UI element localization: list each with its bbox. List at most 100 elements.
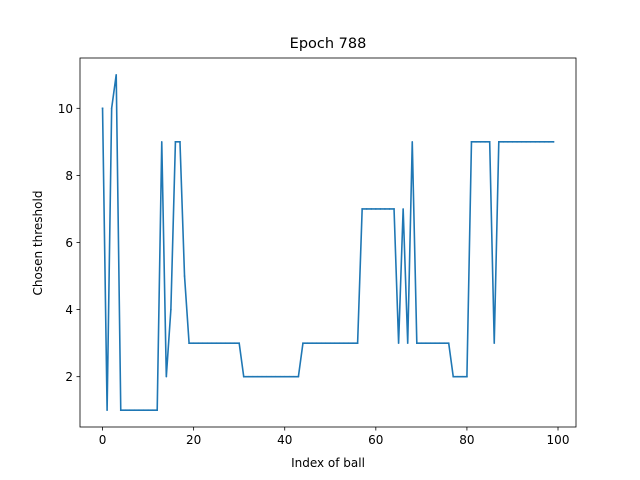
- data-point: [247, 375, 250, 378]
- data-point: [283, 375, 286, 378]
- data-point: [411, 141, 414, 143]
- data-point: [493, 342, 496, 344]
- data-point: [461, 375, 464, 378]
- data-point: [470, 141, 473, 143]
- data-point: [466, 375, 468, 378]
- data-point: [320, 342, 322, 344]
- data-point: [315, 342, 318, 344]
- data-point: [142, 409, 145, 412]
- data-point: [352, 342, 354, 344]
- chart-title: Epoch 788: [290, 36, 367, 52]
- data-point: [265, 375, 268, 378]
- data-point: [520, 141, 523, 143]
- x-tick-label: 40: [277, 433, 292, 447]
- data-point: [279, 375, 281, 378]
- x-tick-label: 80: [459, 433, 474, 447]
- y-tick-label: 8: [65, 169, 73, 183]
- data-point: [388, 208, 391, 210]
- data-point: [384, 208, 386, 210]
- x-axis-title: Index of ball: [291, 456, 365, 470]
- data-point: [416, 342, 418, 344]
- data-point: [443, 342, 445, 344]
- data-point: [224, 342, 227, 344]
- data-point: [115, 73, 118, 76]
- data-point: [338, 342, 341, 344]
- data-point: [174, 141, 177, 143]
- data-point: [138, 409, 140, 412]
- data-point: [220, 342, 222, 344]
- data-point: [397, 342, 400, 344]
- data-point: [343, 342, 345, 344]
- data-point: [484, 141, 486, 143]
- data-point: [252, 375, 254, 378]
- data-point: [406, 342, 409, 344]
- data-point: [156, 409, 158, 412]
- series-line: [101, 74, 555, 412]
- data-point: [238, 342, 240, 344]
- data-point: [475, 141, 477, 143]
- data-point: [511, 141, 514, 143]
- data-point: [124, 409, 127, 412]
- data-point: [434, 342, 436, 344]
- data-point: [110, 107, 113, 110]
- data-point: [543, 141, 546, 143]
- data-point: [170, 308, 172, 311]
- data-point: [402, 208, 404, 210]
- y-axis-title: Chosen threshold: [31, 191, 45, 296]
- y-tick-label: 2: [65, 370, 73, 384]
- data-point: [534, 141, 537, 143]
- data-point: [147, 409, 149, 412]
- data-point: [302, 342, 304, 344]
- data-point: [329, 342, 332, 344]
- data-point: [215, 342, 218, 344]
- data-point: [261, 375, 263, 378]
- data-point: [438, 342, 441, 344]
- data-point: [229, 342, 231, 344]
- data-point: [101, 107, 104, 110]
- data-point: [151, 409, 154, 412]
- data-point: [197, 342, 199, 344]
- data-point: [525, 141, 527, 143]
- data-point: [324, 342, 327, 344]
- data-point: [288, 375, 291, 378]
- data-point: [452, 375, 455, 378]
- x-tick-label: 20: [186, 433, 201, 447]
- data-point: [347, 342, 350, 344]
- data-point: [420, 342, 423, 344]
- data-point: [211, 342, 213, 344]
- y-tick-label: 10: [58, 102, 73, 116]
- data-point: [297, 375, 300, 378]
- data-point: [502, 141, 505, 143]
- data-point: [106, 409, 108, 412]
- data-point: [256, 375, 259, 378]
- data-point: [311, 342, 313, 344]
- data-point: [379, 208, 382, 210]
- data-point: [201, 342, 204, 344]
- data-point: [375, 208, 377, 210]
- data-point: [270, 375, 272, 378]
- data-point: [183, 275, 186, 277]
- data-point: [516, 141, 518, 143]
- data-point: [393, 208, 395, 210]
- x-tick-label: 100: [547, 433, 570, 447]
- data-point: [129, 409, 131, 412]
- data-point: [206, 342, 209, 344]
- data-point: [334, 342, 336, 344]
- data-point: [488, 141, 491, 143]
- data-point: [165, 375, 168, 378]
- data-point: [479, 141, 482, 143]
- data-point: [160, 141, 163, 143]
- data-point: [365, 208, 368, 210]
- data-point: [293, 375, 295, 378]
- data-point: [242, 375, 245, 378]
- data-point: [192, 342, 195, 344]
- data-point: [370, 208, 373, 210]
- data-point: [548, 141, 550, 143]
- data-point: [507, 141, 509, 143]
- y-tick-label: 6: [65, 236, 73, 250]
- data-point: [306, 342, 309, 344]
- data-point: [552, 141, 555, 143]
- data-point: [361, 208, 363, 210]
- data-point: [188, 342, 190, 344]
